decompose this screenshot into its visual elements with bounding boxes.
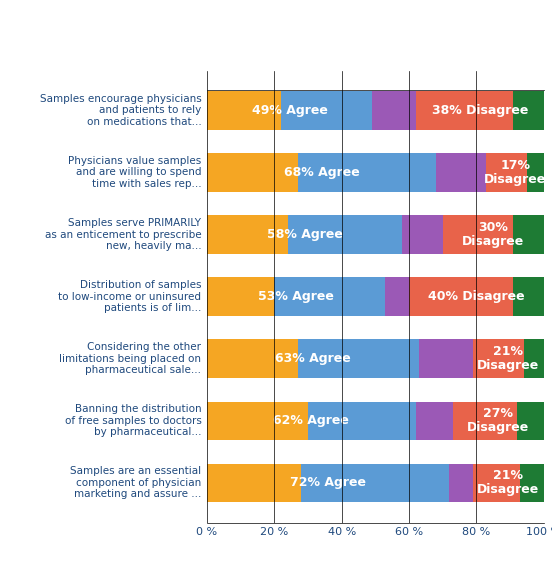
Bar	[513, 215, 544, 254]
Text: 49% Agree: 49% Agree	[252, 104, 327, 117]
Bar	[372, 91, 416, 129]
Text: 58% Agree: 58% Agree	[267, 228, 343, 241]
Bar	[274, 277, 385, 316]
Bar	[207, 402, 308, 440]
Bar	[301, 464, 449, 502]
Bar	[409, 277, 513, 316]
Bar	[513, 277, 544, 316]
Bar	[416, 402, 453, 440]
Text: 63% Agree: 63% Agree	[275, 352, 351, 365]
Bar	[453, 402, 517, 440]
Text: 68% Agree: 68% Agree	[284, 166, 359, 179]
Bar	[281, 91, 372, 129]
Bar	[443, 215, 513, 254]
Text: 21%
Disagree: 21% Disagree	[477, 345, 539, 372]
Bar	[207, 340, 298, 378]
Bar	[523, 340, 544, 378]
Text: 30%
Disagree: 30% Disagree	[462, 221, 524, 248]
Bar	[486, 153, 527, 192]
Bar	[473, 464, 520, 502]
Text: 53% Agree: 53% Agree	[258, 290, 334, 303]
Bar	[288, 215, 402, 254]
Bar	[207, 215, 288, 254]
Bar	[308, 402, 416, 440]
Bar	[207, 91, 281, 129]
Bar	[473, 340, 523, 378]
Bar	[207, 153, 298, 192]
Bar	[419, 340, 473, 378]
Bar	[298, 340, 419, 378]
Text: 21%
Disagree: 21% Disagree	[477, 470, 539, 496]
Text: 72% Agree: 72% Agree	[290, 476, 366, 489]
Bar	[207, 277, 274, 316]
Bar	[513, 91, 544, 129]
Bar	[298, 153, 436, 192]
Bar	[517, 402, 544, 440]
Text: 38% Disagree: 38% Disagree	[432, 104, 528, 117]
Bar	[402, 215, 443, 254]
Bar	[527, 153, 544, 192]
Bar	[436, 153, 486, 192]
Bar	[520, 464, 544, 502]
Bar	[416, 91, 513, 129]
Text: 40% Disagree: 40% Disagree	[428, 290, 525, 303]
Text: 62% Agree: 62% Agree	[273, 414, 349, 427]
Bar	[207, 464, 301, 502]
Bar	[449, 464, 473, 502]
Bar	[385, 277, 409, 316]
Text: 27%
Disagree: 27% Disagree	[467, 407, 529, 434]
Text: 17%
Disagree: 17% Disagree	[484, 159, 546, 186]
